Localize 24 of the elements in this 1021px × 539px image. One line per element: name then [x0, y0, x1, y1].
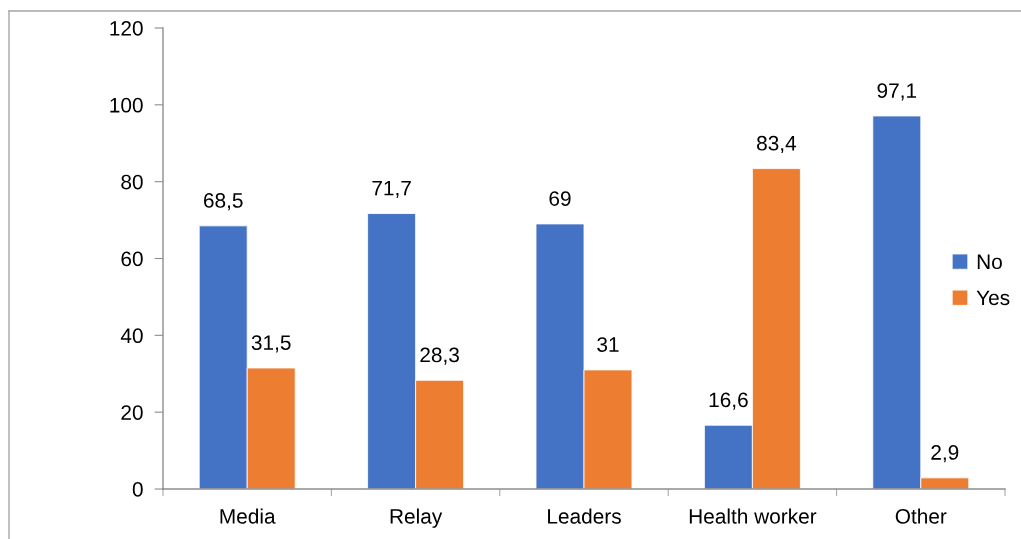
data-label: 31,5 [251, 335, 291, 353]
data-label: 2,9 [931, 445, 959, 463]
data-label: 28,3 [420, 347, 459, 365]
y-tick-label: 80 [121, 174, 143, 190]
data-label: 16,6 [709, 392, 748, 410]
data-label: 68,5 [203, 193, 243, 211]
data-label: 69 [549, 191, 571, 206]
y-tick-label: 100 [110, 97, 143, 113]
data-label: 83,4 [757, 135, 797, 154]
x-tick-label: Media [220, 508, 276, 524]
y-tick-label: 20 [121, 405, 143, 420]
y-tick-label: 0 [132, 482, 143, 497]
x-tick-label: Leaders [548, 508, 621, 524]
legend-label: No [977, 254, 1002, 270]
y-tick-label: 40 [120, 328, 143, 344]
y-tick-label: 60 [121, 251, 143, 267]
data-label: 31 [597, 337, 619, 352]
legend-label: Yes [976, 290, 1010, 306]
x-tick-label: Health worker [689, 508, 817, 524]
y-tick-label: 120 [110, 21, 143, 36]
x-tick-label: Relay [390, 508, 443, 528]
data-label: 97,1 [877, 83, 917, 101]
x-tick-label: Other [895, 508, 947, 524]
data-label: 71,7 [372, 181, 411, 199]
